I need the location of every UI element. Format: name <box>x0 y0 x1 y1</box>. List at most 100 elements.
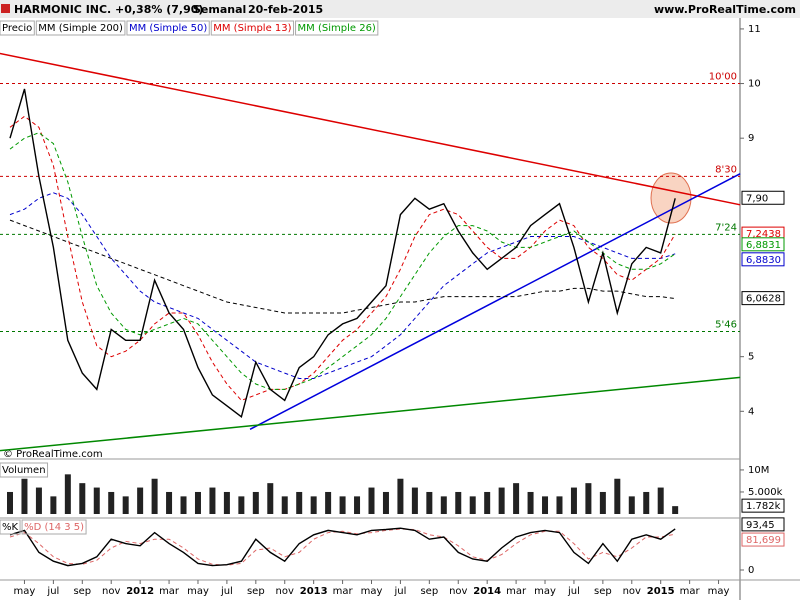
legend-box <box>295 20 379 36</box>
header-site: www.ProRealTime.com <box>654 3 796 16</box>
volume-bar <box>93 487 100 514</box>
volume-bar <box>657 487 664 514</box>
legend-entry: MM (Simple 50) <box>129 23 207 34</box>
volume-bar <box>137 487 144 514</box>
legend-box <box>35 20 126 36</box>
volume-bar <box>7 491 13 514</box>
volume-bar <box>411 487 418 514</box>
legend-box <box>21 519 87 535</box>
x-tick-label: may <box>534 586 556 597</box>
value-label: 81,699 <box>746 535 781 546</box>
volume-bar <box>252 491 259 514</box>
volume-bar <box>498 487 505 514</box>
volume-bar <box>599 491 606 514</box>
header-period: Semanal <box>193 3 246 16</box>
volume-bar <box>368 487 375 514</box>
volume-bar <box>672 506 679 514</box>
trendline <box>0 52 741 206</box>
volume-bar <box>382 491 389 514</box>
value-label: 7,2438 <box>746 229 781 240</box>
level-label: 10'00 <box>709 72 737 83</box>
volume-bar <box>513 483 520 514</box>
x-tick-label: may <box>14 586 36 597</box>
y-tick-label: 0 <box>748 565 754 576</box>
legend-entry: %D (14 3 5) <box>24 522 84 533</box>
y-tick-label: 11 <box>748 24 761 35</box>
x-tick-label: jul <box>567 586 580 597</box>
legend-entry: Precio <box>2 23 32 34</box>
y-tick-label: 10 <box>748 79 761 90</box>
y-tick-label: 5 <box>748 352 754 363</box>
plot-layer: may jul sep nov 2012 mar may jul sep nov 2013 mar ma… <box>0 20 785 597</box>
volume-bar <box>50 496 57 514</box>
header-date: 20-feb-2015 <box>248 3 323 16</box>
volume-bar <box>108 491 115 514</box>
x-tick-label: mar <box>333 586 354 597</box>
highlight-ellipse <box>650 172 692 224</box>
legend-entry: Volumen <box>2 465 46 476</box>
x-tick-label: 2015 <box>647 586 675 597</box>
volume-bar <box>397 478 404 514</box>
volume-bar <box>180 496 187 514</box>
legend-box <box>0 519 21 535</box>
volume-bar <box>469 496 476 514</box>
x-tick-label: may <box>361 586 383 597</box>
x-tick-label: 2012 <box>126 586 154 597</box>
legend-box <box>126 20 210 36</box>
volume-bar <box>542 496 549 514</box>
volume-bar <box>339 496 346 514</box>
legend-box <box>0 462 49 478</box>
volume-bar <box>35 487 42 514</box>
copyright: © ProRealTime.com <box>3 449 103 460</box>
volume-bar <box>209 487 216 514</box>
volume-bar <box>570 487 577 514</box>
value-label: 6,8830 <box>746 255 781 266</box>
x-tick-label: nov <box>449 586 467 597</box>
x-tick-label: 2014 <box>473 586 501 597</box>
header-bar <box>0 0 800 18</box>
value-label-box <box>741 498 785 513</box>
legend-box <box>0 20 35 36</box>
volume-bar <box>628 496 635 514</box>
legend-entry: MM (Simple 26) <box>298 23 376 34</box>
volume-bar <box>527 491 534 514</box>
x-tick-label: mar <box>506 586 527 597</box>
volume-bar <box>614 478 621 514</box>
volume-bar <box>484 491 491 514</box>
legend-box <box>210 20 295 36</box>
x-tick-label: jul <box>393 586 406 597</box>
trendline <box>0 376 741 452</box>
y-tick-label: 9 <box>748 133 754 144</box>
value-label: 6,8831 <box>746 240 781 251</box>
x-tick-label: sep <box>594 586 612 597</box>
volume-bar <box>643 491 650 514</box>
volume-bar <box>151 478 158 514</box>
volume-bar <box>79 483 86 514</box>
level-label: 5'46 <box>715 320 737 331</box>
volume-bar <box>296 491 303 514</box>
value-label: 6,0628 <box>746 294 781 305</box>
volume-bar <box>325 491 332 514</box>
volume-bar <box>238 496 245 514</box>
x-tick-label: mar <box>680 586 701 597</box>
value-label-box <box>741 252 785 267</box>
volume-bar <box>455 491 462 514</box>
value-label: 1.782k <box>746 501 781 512</box>
legend-entry: MM (Simple 13) <box>213 23 291 34</box>
y-tick-label: 4 <box>748 406 754 417</box>
series-line <box>9 132 676 390</box>
volume-bar <box>194 491 201 514</box>
value-label-box <box>741 517 785 532</box>
x-tick-label: sep <box>73 586 91 597</box>
volume-bar <box>223 491 230 514</box>
value-label: 93,45 <box>746 520 775 531</box>
volume-bar <box>281 496 288 514</box>
y-tick-label: 5.000k <box>748 487 783 498</box>
header-change: +0,38% (7,90) <box>115 3 203 16</box>
level-label: 7'24 <box>715 222 737 233</box>
volume-bar <box>585 483 592 514</box>
series-line <box>9 528 676 566</box>
x-tick-label: jul <box>46 586 59 597</box>
volume-bar <box>556 496 563 514</box>
